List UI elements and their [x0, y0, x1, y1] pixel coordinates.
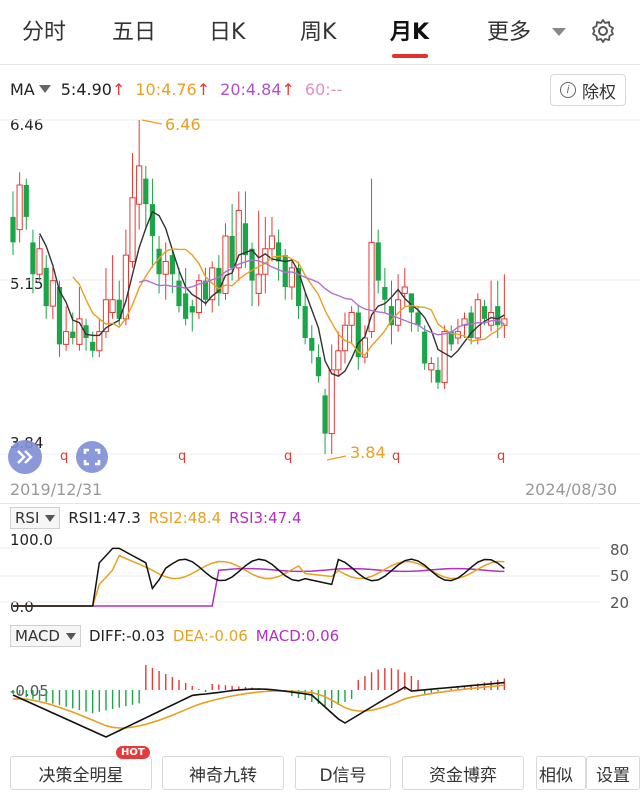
fuquan-label: 除权 — [582, 82, 616, 103]
macd-chart[interactable] — [0, 645, 640, 745]
chevron-down-icon — [65, 632, 76, 640]
macd-value: MACD:0.06 — [255, 627, 340, 645]
period-tabs: 分时 五日 日K 周K 月K 更多 — [0, 0, 640, 64]
rsi-legend: RSI RSI1:47.3 RSI2:48.4 RSI3:47.4 — [10, 506, 310, 530]
macd-selector[interactable]: MACD — [10, 625, 81, 647]
fund-game-button[interactable]: 资金博弈 — [402, 756, 524, 790]
rsi2-value: RSI2:48.4 — [148, 509, 222, 527]
macd-diff-value: DIFF:-0.03 — [88, 627, 165, 645]
ma-title[interactable]: MA — [10, 80, 35, 99]
rsi-selector[interactable]: RSI — [10, 507, 61, 529]
active-tab-indicator — [392, 54, 428, 58]
q-marker[interactable]: q — [497, 449, 505, 464]
tab-intraday[interactable]: 分时 — [22, 20, 67, 45]
q-marker[interactable]: q — [178, 449, 186, 464]
tab-daily-k[interactable]: 日K — [209, 20, 246, 45]
chevron-down-icon[interactable] — [38, 85, 51, 93]
rsi-tick-50: 50 — [610, 567, 630, 585]
rsi-tick-80: 80 — [610, 541, 630, 559]
ma20-value: 20:4.84 — [220, 80, 282, 99]
up-arrow-icon: ↑ — [196, 80, 211, 99]
magic-nine-turn-button[interactable]: 神奇九转 — [162, 756, 284, 790]
candlestick-chart[interactable]: 6.46 3.84 q q q q q — [0, 108, 640, 468]
gear-icon[interactable] — [590, 18, 616, 44]
q-marker[interactable]: q — [284, 449, 292, 464]
q-marker[interactable]: q — [60, 449, 68, 464]
rsi3-value: RSI3:47.4 — [229, 509, 302, 527]
rsi-tick-20: 20 — [610, 594, 630, 612]
ma10-value: 10:4.76 — [135, 80, 197, 99]
ma-legend: MA 5:4.90↑ 10:4.76↑ 20:4.84↑ 60:-- — [10, 80, 342, 102]
up-arrow-icon: ↑ — [111, 80, 126, 99]
tab-weekly-k[interactable]: 周K — [300, 20, 337, 45]
rsi-axis-top: 100.0 — [10, 531, 53, 549]
rsi1-value: RSI1:47.3 — [68, 509, 141, 527]
hot-badge: HOT — [116, 746, 150, 759]
q-marker[interactable]: q — [392, 449, 400, 464]
similar-button[interactable]: 相似 — [536, 756, 586, 790]
end-date-label: 2024/08/30 — [525, 480, 618, 499]
decision-all-star-button[interactable]: 决策全明星 — [10, 756, 152, 790]
macd-dea-value: DEA:-0.06 — [172, 627, 248, 645]
info-icon: i — [560, 82, 576, 98]
min-price-annotation: 3.84 — [350, 443, 386, 462]
bottom-toolbar: 决策全明星 HOT 神奇九转 D信号 资金博弈 相似 设置 — [0, 746, 640, 797]
tab-monthly-k[interactable]: 月K — [390, 20, 430, 45]
divider — [0, 64, 640, 65]
start-date-label: 2019/12/31 — [10, 480, 103, 499]
expand-icon[interactable] — [8, 440, 42, 474]
ma60-value: 60:-- — [304, 80, 343, 99]
up-arrow-icon: ↑ — [281, 80, 295, 99]
tab-five-day[interactable]: 五日 — [112, 20, 157, 45]
tab-more[interactable]: 更多 — [487, 20, 532, 45]
ma5-value: 5:4.90 — [60, 80, 112, 99]
fuquan-button[interactable]: i 除权 — [550, 74, 626, 106]
settings-button[interactable]: 设置 — [586, 756, 640, 790]
rsi-chart[interactable] — [0, 540, 640, 620]
chevron-down-icon[interactable] — [552, 28, 566, 36]
divider — [0, 503, 640, 504]
max-price-annotation: 6.46 — [165, 115, 201, 134]
chevron-down-icon — [45, 514, 56, 522]
fullscreen-icon[interactable] — [76, 441, 108, 473]
macd-legend: MACD DIFF:-0.03 DEA:-0.06 MACD:0.06 — [10, 624, 347, 648]
d-signal-button[interactable]: D信号 — [295, 756, 391, 790]
